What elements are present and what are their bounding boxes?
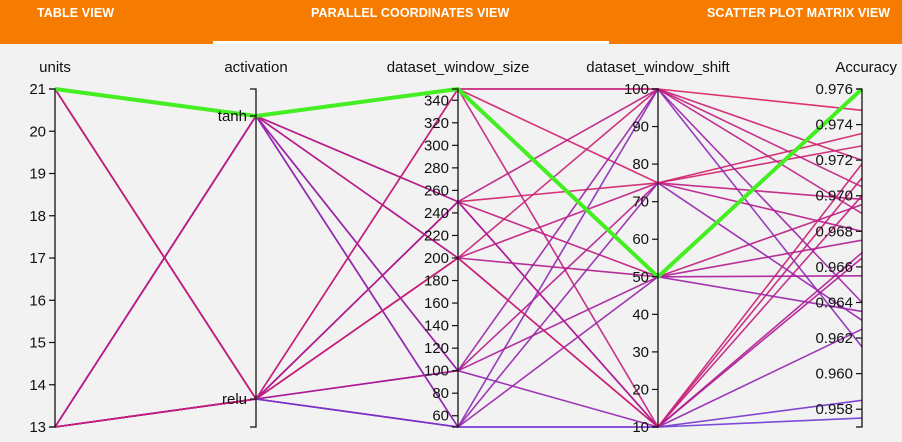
tick-label: 300 xyxy=(424,137,449,154)
tick-label: 19 xyxy=(29,166,46,183)
active-tab-indicator xyxy=(213,41,609,44)
tick-label: 10 xyxy=(632,419,649,436)
tick-label: 100 xyxy=(424,363,449,380)
tick-label: 50 xyxy=(632,269,649,286)
tick-label: 120 xyxy=(424,340,449,357)
tick-label: 0.962 xyxy=(815,330,853,347)
tick-label: 14 xyxy=(29,377,46,394)
tick-label: 70 xyxy=(632,194,649,211)
tick-label: 200 xyxy=(424,250,449,267)
axis-title: dataset_window_size xyxy=(387,59,530,76)
tick-label: 60 xyxy=(632,231,649,248)
tick-label: 20 xyxy=(29,123,46,140)
tick-label: 0.964 xyxy=(815,294,853,311)
tick-label: 0.958 xyxy=(815,401,853,418)
tick-label: 90 xyxy=(632,119,649,136)
tick-label: 140 xyxy=(424,318,449,335)
tick-label: 20 xyxy=(632,381,649,398)
parallel-coordinates-chart: units 13 14 15 16 17 18 19 20 21 activation tanh rel… xyxy=(29,59,897,436)
tick-label: 180 xyxy=(424,273,449,290)
tick-label: 0.968 xyxy=(815,223,853,240)
axes-layer: units 13 14 15 16 17 18 19 20 21 activation tanh rel… xyxy=(29,59,897,436)
tick-label: 16 xyxy=(29,292,46,309)
tick-label: 0.970 xyxy=(815,188,853,205)
tick-label: 40 xyxy=(632,306,649,323)
axis-title: units xyxy=(39,59,71,76)
tick-label: 280 xyxy=(424,160,449,177)
top-tab-bar: TABLE VIEW PARALLEL COORDINATES VIEW SCA… xyxy=(0,0,902,44)
axis-dataset-window-size: dataset_window_size 60 80 100 120 140 160 180 20… xyxy=(387,59,530,428)
tick-label: 0.972 xyxy=(815,152,853,169)
axis-title: Accuracy xyxy=(835,59,897,76)
axis-Accuracy: Accuracy 0.958 0.960 0.962 0.964 0.966 0.968 0.… xyxy=(815,59,897,428)
axis-units: units 13 14 15 16 17 18 19 20 21 xyxy=(29,59,71,436)
tick-label: 0.960 xyxy=(815,366,853,383)
axis-line[interactable] xyxy=(250,88,257,428)
tick-label: 80 xyxy=(432,385,449,402)
tab-scatter-plot-matrix-view[interactable]: SCATTER PLOT MATRIX VIEW xyxy=(707,6,891,20)
tick-label: 15 xyxy=(29,335,46,352)
tick-label: 21 xyxy=(29,81,46,98)
tick-label: 0.976 xyxy=(815,81,853,98)
tick-label: relu xyxy=(222,391,247,408)
tick-label: 0.966 xyxy=(815,259,853,276)
tick-label: 13 xyxy=(29,419,46,436)
tab-parallel-coordinates-view[interactable]: PARALLEL COORDINATES VIEW xyxy=(311,6,510,20)
tick-label: 320 xyxy=(424,115,449,132)
tick-label: 220 xyxy=(424,227,449,244)
tick-label: 160 xyxy=(424,295,449,312)
tick-label: 60 xyxy=(432,408,449,425)
tick-label: 340 xyxy=(424,92,449,109)
tick-label: 0.974 xyxy=(815,117,853,134)
tick-label: 17 xyxy=(29,250,46,267)
axis-line[interactable] xyxy=(652,88,659,428)
axis-title: dataset_window_shift xyxy=(586,59,730,76)
tick-label: tanh xyxy=(218,108,247,125)
axis-dataset-window-shift: dataset_window_shift 10 20 30 40 50 60 70 80 90 10… xyxy=(586,59,730,436)
tick-label: 100 xyxy=(624,81,649,98)
axis-title: activation xyxy=(224,59,287,76)
tick-label: 260 xyxy=(424,182,449,199)
tab-table-view[interactable]: TABLE VIEW xyxy=(37,6,115,20)
tick-label: 240 xyxy=(424,205,449,222)
tick-label: 30 xyxy=(632,344,649,361)
tick-label: 18 xyxy=(29,208,46,225)
axis-activation: activation tanh relu xyxy=(218,59,288,428)
tick-label: 80 xyxy=(632,156,649,173)
